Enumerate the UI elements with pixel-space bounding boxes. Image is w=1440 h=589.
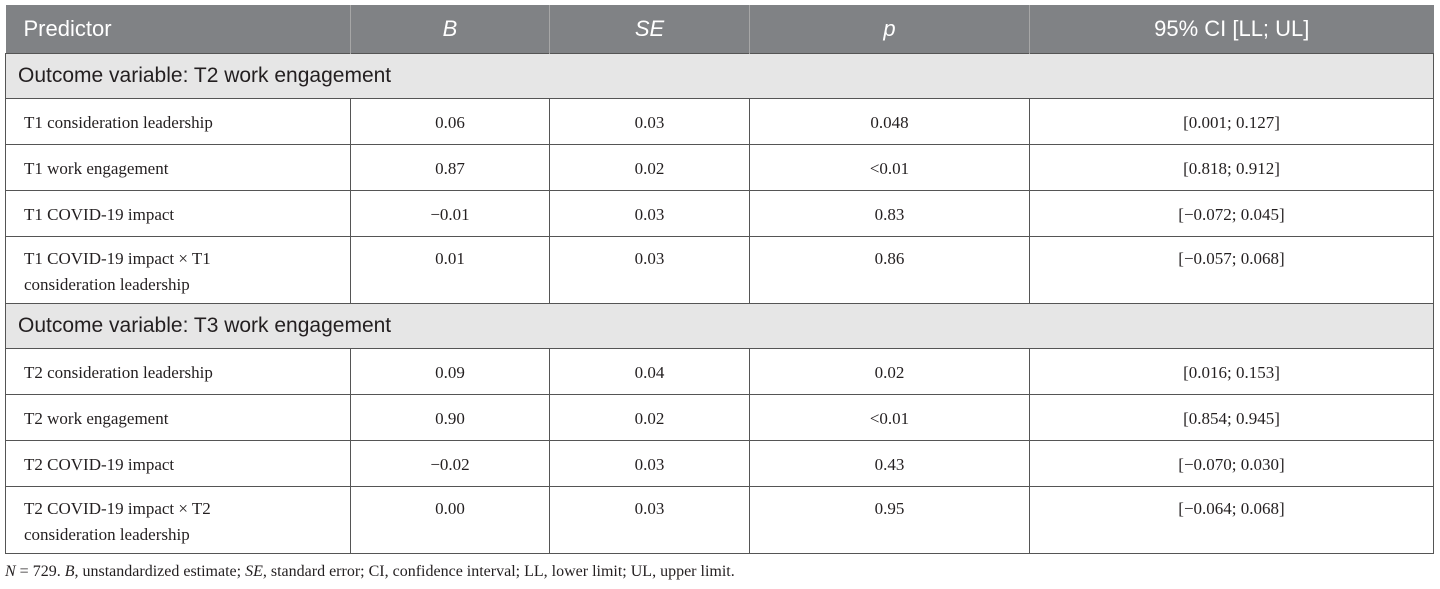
value-cell: 0.86 bbox=[749, 236, 1030, 304]
value-cell: 0.87 bbox=[350, 144, 550, 191]
predictor-cell: T2 COVID-19 impact bbox=[5, 440, 351, 487]
header-cell: 95% CI [LL; UL] bbox=[1029, 5, 1434, 54]
section-title: Outcome variable: T2 work engagement bbox=[5, 53, 1434, 99]
value-cell: 0.03 bbox=[549, 236, 750, 304]
header-cell: SE bbox=[549, 5, 750, 54]
value-cell: 0.02 bbox=[549, 144, 750, 191]
value-cell: 0.02 bbox=[549, 394, 750, 441]
footnote-part: = 729. bbox=[15, 563, 65, 580]
value-cell: 0.90 bbox=[350, 394, 550, 441]
value-cell: [−0.070; 0.030] bbox=[1029, 440, 1434, 487]
results-table: Predictor B SE p 95% CI [LL; UL] Outcome… bbox=[5, 5, 1434, 554]
header-row: Predictor B SE p 95% CI [LL; UL] bbox=[5, 5, 1434, 54]
value-cell: [0.016; 0.153] bbox=[1029, 348, 1434, 395]
value-cell: <0.01 bbox=[749, 394, 1030, 441]
value-cell: <0.01 bbox=[749, 144, 1030, 191]
predictor-cell: T1 COVID-19 impact bbox=[5, 190, 351, 237]
value-cell: 0.03 bbox=[549, 98, 750, 145]
predictor-text: T2 consideration leadership bbox=[24, 363, 213, 382]
predictor-cell: T1 COVID-19 impact × T1 consideration le… bbox=[5, 236, 351, 304]
value-cell: 0.00 bbox=[350, 486, 550, 554]
predictor-text: T2 COVID-19 impact bbox=[24, 455, 175, 474]
data-row: T2 work engagement 0.90 0.02 <0.01 [0.854; 0… bbox=[5, 394, 1434, 441]
data-row: T1 COVID-19 impact × T1 consideration le… bbox=[5, 236, 1434, 304]
data-row: T1 consideration leadership 0.06 0.03 0.048… bbox=[5, 98, 1434, 145]
value-cell: [−0.072; 0.045] bbox=[1029, 190, 1434, 237]
value-cell: [−0.057; 0.068] bbox=[1029, 236, 1434, 304]
value-cell: 0.04 bbox=[549, 348, 750, 395]
value-cell: −0.02 bbox=[350, 440, 550, 487]
value-cell: 0.95 bbox=[749, 486, 1030, 554]
data-row: T1 work engagement 0.87 0.02 <0.01 [0.818; 0… bbox=[5, 144, 1434, 191]
value-cell: 0.048 bbox=[749, 98, 1030, 145]
predictor-text: T1 COVID-19 impact bbox=[24, 205, 175, 224]
value-cell: 0.03 bbox=[549, 486, 750, 554]
value-cell: 0.83 bbox=[749, 190, 1030, 237]
predictor-text: T2 work engagement bbox=[24, 409, 169, 428]
value-cell: 0.03 bbox=[549, 440, 750, 487]
value-cell: [0.854; 0.945] bbox=[1029, 394, 1434, 441]
data-row: T2 COVID-19 impact × T2 consideration le… bbox=[5, 486, 1434, 554]
footnote: N = 729. B, unstandardized estimate; SE,… bbox=[5, 563, 735, 581]
header-cell: p bbox=[749, 5, 1030, 54]
header-cell: B bbox=[350, 5, 550, 54]
header-cell: Predictor bbox=[5, 5, 351, 54]
footnote-part: N bbox=[5, 563, 16, 580]
value-cell: 0.02 bbox=[749, 348, 1030, 395]
predictor-text: T1 consideration leadership bbox=[24, 113, 213, 132]
section-title: Outcome variable: T3 work engagement bbox=[5, 303, 1434, 349]
predictor-cell: T2 COVID-19 impact × T2 consideration le… bbox=[5, 486, 351, 554]
data-row: T2 consideration leadership 0.09 0.04 0.02[… bbox=[5, 348, 1434, 395]
value-cell: 0.01 bbox=[350, 236, 550, 304]
value-cell: 0.06 bbox=[350, 98, 550, 145]
value-cell: [−0.064; 0.068] bbox=[1029, 486, 1434, 554]
value-cell: 0.09 bbox=[350, 348, 550, 395]
section-row: Outcome variable: T3 work engagement bbox=[5, 303, 1434, 349]
footnote-part: B bbox=[64, 563, 75, 580]
footnote-part: , standard error; CI, confidence interva… bbox=[262, 563, 735, 580]
data-row: T1 COVID-19 impact −0.01 0.03 0.83 [−0.072; … bbox=[5, 190, 1434, 237]
predictor-cell: T2 work engagement bbox=[5, 394, 351, 441]
value-cell: [0.818; 0.912] bbox=[1029, 144, 1434, 191]
value-cell: 0.43 bbox=[749, 440, 1030, 487]
table-body: Outcome variable: T2 work engagement T1 c… bbox=[5, 53, 1434, 554]
footnote-part: SE bbox=[245, 563, 263, 580]
value-cell: −0.01 bbox=[350, 190, 550, 237]
predictor-cell: T1 consideration leadership bbox=[5, 98, 351, 145]
predictor-cell: T1 work engagement bbox=[5, 144, 351, 191]
predictor-cell: T2 consideration leadership bbox=[5, 348, 351, 395]
predictor-text: T1 COVID-19 impact × T1 consideration le… bbox=[24, 249, 211, 294]
footnote-part: , unstandardized estimate; bbox=[74, 563, 246, 580]
data-row: T2 COVID-19 impact −0.02 0.03 0.43 [−0.070; … bbox=[5, 440, 1434, 487]
section-row: Outcome variable: T2 work engagement bbox=[5, 53, 1434, 99]
value-cell: [0.001; 0.127] bbox=[1029, 98, 1434, 145]
predictor-text: T2 COVID-19 impact × T2 consideration le… bbox=[24, 499, 211, 544]
predictor-text: T1 work engagement bbox=[24, 159, 169, 178]
value-cell: 0.03 bbox=[549, 190, 750, 237]
